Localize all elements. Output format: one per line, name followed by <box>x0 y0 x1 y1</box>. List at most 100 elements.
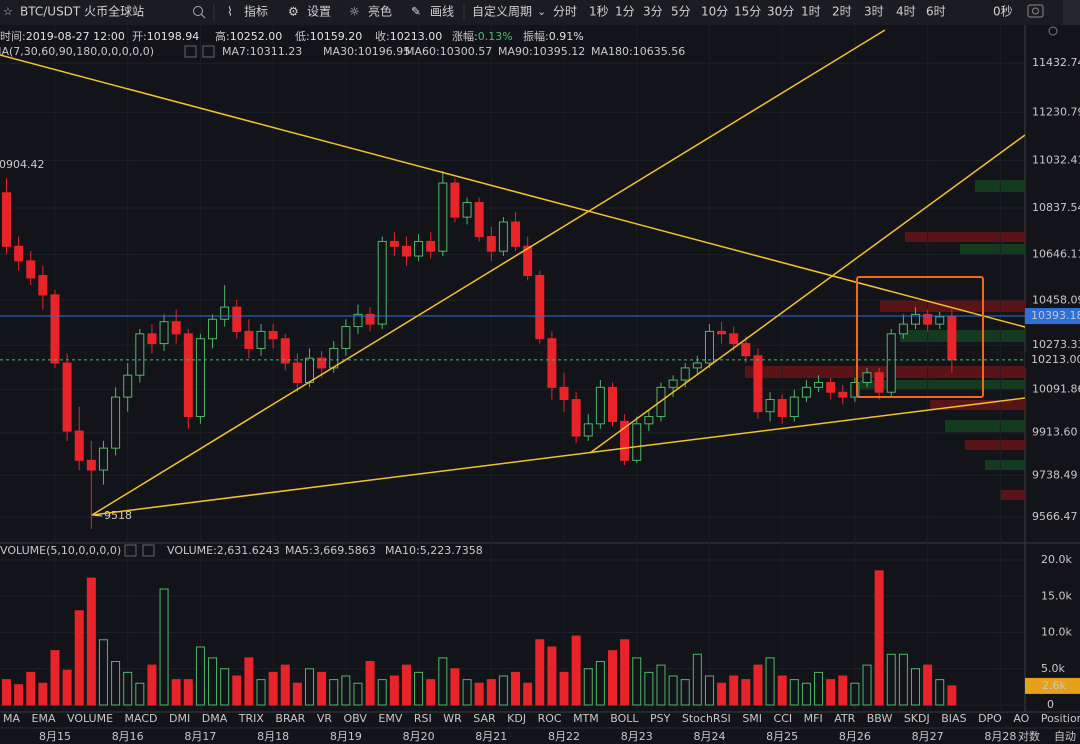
axis-option[interactable]: 对数 <box>1018 729 1040 743</box>
interval[interactable]: 4时 <box>896 5 916 19</box>
interval[interactable]: 3分 <box>643 5 663 19</box>
interval[interactable]: 1分 <box>615 5 635 19</box>
indicator-tab[interactable]: ROC <box>538 712 562 725</box>
volume-bar <box>826 679 836 706</box>
y-tick-label: 9738.49 <box>1032 468 1078 481</box>
indicator-tab[interactable]: BOLL <box>610 712 639 725</box>
indicator-tab[interactable]: BIAS <box>941 712 966 725</box>
candle-body <box>777 399 787 418</box>
interval[interactable]: 分时 <box>553 5 577 19</box>
indicator-tab[interactable]: MFI <box>804 712 823 725</box>
y-tick-label: 11230.79 <box>1032 105 1080 118</box>
x-tick-label: 8月28 <box>984 730 1016 743</box>
custom-period[interactable]: 自定义周期 <box>472 4 532 19</box>
candle-body <box>838 391 848 398</box>
legend-icon[interactable] <box>184 45 197 58</box>
settings-icon[interactable] <box>1048 26 1058 36</box>
candle-body <box>159 321 169 345</box>
info-value: 10198.94 <box>147 30 200 43</box>
candle-body <box>474 202 484 238</box>
tool-icon: ☼ <box>349 5 360 19</box>
indicator-tab[interactable]: EMA <box>32 712 56 725</box>
indicator-tab[interactable]: MA <box>3 712 20 725</box>
candle-body <box>135 333 145 376</box>
profile-bar <box>945 420 1025 432</box>
indicator-tab[interactable]: DMI <box>169 712 190 725</box>
indicator-tab[interactable]: DPO <box>978 712 1002 725</box>
indicator-tab[interactable]: VR <box>317 712 333 725</box>
indicator-tab[interactable]: ATR <box>834 712 855 725</box>
search-icon[interactable] <box>193 6 203 16</box>
profile-bar <box>985 460 1025 470</box>
axis-option[interactable]: 自动 <box>1054 730 1076 743</box>
volume-bar <box>608 650 617 706</box>
indicator-tab[interactable]: BRAR <box>275 712 305 725</box>
indicator-tab[interactable]: BBW <box>867 712 893 725</box>
volume-bar <box>2 679 11 706</box>
indicator-tab[interactable]: CCI <box>774 712 793 725</box>
tool[interactable]: 指标 <box>244 4 268 19</box>
candle-body <box>147 333 157 345</box>
interval[interactable]: 5分 <box>671 5 691 19</box>
indicator-tab[interactable]: WR <box>443 712 462 725</box>
indicator-tab[interactable]: RSI <box>414 712 432 725</box>
legend-icon[interactable] <box>202 45 215 58</box>
candle-body <box>183 333 193 418</box>
trend-line[interactable] <box>91 29 886 516</box>
panel-toggle[interactable] <box>1063 0 1080 25</box>
drawings <box>0 29 1026 516</box>
indicator-tab[interactable]: SAR <box>473 712 496 725</box>
indicator-tab[interactable]: AO <box>1013 712 1029 725</box>
volume-legend: VOLUME:2,631.6243 <box>167 544 280 557</box>
volume-bar <box>26 671 36 706</box>
candle-body <box>74 430 84 461</box>
trend-line[interactable] <box>589 134 1026 454</box>
candle-body <box>486 236 496 252</box>
indicator-tab[interactable]: OBV <box>344 712 368 725</box>
interval[interactable]: 30分 <box>767 5 794 19</box>
tool[interactable]: 设置 <box>307 5 331 19</box>
tool[interactable]: 亮色 <box>368 4 392 19</box>
legend-icon[interactable] <box>142 544 155 557</box>
candle-body <box>195 338 205 418</box>
indicator-tab[interactable]: DMA <box>202 712 228 725</box>
indicator-tab[interactable]: EMV <box>378 712 402 725</box>
indicator-tab[interactable]: TRIX <box>238 712 265 725</box>
ma-legend: MA7:10311.23 <box>222 45 302 58</box>
volume-tag-label: 2.6k <box>1042 679 1066 692</box>
candle-body <box>220 306 230 320</box>
x-tick-label: 8月16 <box>112 730 144 743</box>
trend-line[interactable] <box>0 54 1026 328</box>
trend-line[interactable] <box>91 397 1026 516</box>
camera-icon[interactable] <box>1027 4 1044 18</box>
interval[interactable]: 10分 <box>701 5 728 19</box>
indicator-tab[interactable]: SKDJ <box>904 712 930 725</box>
tool-icon: ✎ <box>411 5 421 19</box>
legend-icon[interactable] <box>124 544 137 557</box>
candle-body <box>729 333 739 345</box>
volume-bar <box>838 675 848 706</box>
interval[interactable]: 6时 <box>926 5 946 19</box>
star-icon[interactable]: ☆ <box>3 5 13 18</box>
tool[interactable]: 画线 <box>430 5 454 19</box>
volume-bar <box>947 685 957 706</box>
interval[interactable]: 1秒 <box>589 5 609 19</box>
indicator-tab[interactable]: KDJ <box>507 712 526 725</box>
interval[interactable]: 3时 <box>864 5 884 19</box>
volume-legend: VOLUME(5,10,0,0,0,0) <box>0 544 121 557</box>
volume-bar <box>208 657 218 706</box>
symbol[interactable]: BTC/USDT 火币全球站 <box>20 4 144 19</box>
volume-bar <box>86 577 96 706</box>
indicator-tab[interactable]: VOLUME <box>67 712 113 725</box>
indicator-tab[interactable]: PSY <box>650 712 671 725</box>
volume-bar <box>305 668 314 706</box>
interval[interactable]: 2时 <box>832 5 852 19</box>
interval[interactable]: 1时 <box>801 5 821 19</box>
indicator-tab[interactable]: MACD <box>125 712 158 725</box>
indicator-tab[interactable]: MTM <box>573 712 599 725</box>
indicator-tab[interactable]: Position <box>1041 712 1080 725</box>
indicator-tab[interactable]: SMI <box>742 712 762 725</box>
indicator-tab[interactable]: StochRSI <box>682 712 731 725</box>
interval[interactable]: 15分 <box>734 5 761 19</box>
volume-bar <box>511 671 521 706</box>
